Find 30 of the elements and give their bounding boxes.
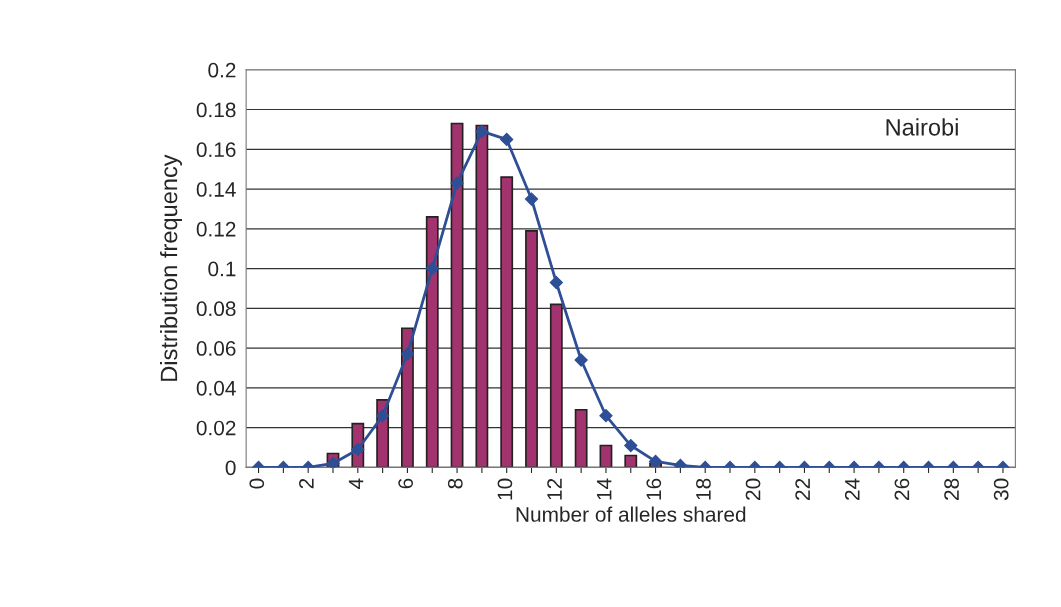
x-tick-label: 10 (497, 478, 513, 500)
x-tick-label: 4 (348, 478, 364, 489)
y-tick-label: 0.04 (196, 380, 236, 396)
y-tick-label: 0.18 (196, 102, 236, 118)
x-tick-label: 8 (447, 478, 463, 489)
x-tick-label: 2 (299, 478, 314, 489)
y-tick-label: 0.02 (196, 420, 236, 436)
y-tick-label: 0.2 (208, 62, 236, 78)
y-tick-label: 0.12 (196, 221, 236, 237)
x-tick-label: 14 (597, 478, 612, 500)
y-tick-label: 0.06 (196, 341, 236, 356)
x-tick-label: 18 (696, 478, 711, 500)
y-tick-label: 0.16 (196, 142, 236, 158)
x-tick-label: 28 (944, 478, 959, 500)
annotation: Nairobi (886, 118, 958, 136)
y-tick-label: 0.1 (208, 261, 236, 277)
x-tick-label: 22 (795, 478, 810, 500)
x-tick-label: 24 (844, 478, 860, 500)
x-tick-label: 6 (398, 478, 414, 489)
x-tick-label: 30 (993, 478, 1009, 501)
y-tick-label: 0.08 (196, 301, 236, 317)
x-tick-label: 20 (745, 478, 761, 500)
x-tick-label: 12 (547, 478, 562, 500)
y-axis-title: Distribution frequency (159, 154, 182, 381)
y-tick-label: 0 (225, 460, 236, 476)
x-tick-label: 26 (894, 478, 910, 500)
y-tick-label: 0.14 (196, 182, 236, 197)
x-axis-title: Number of alleles shared (516, 506, 746, 522)
x-tick-label: 0 (249, 478, 265, 489)
x-tick-label: 16 (646, 478, 662, 500)
